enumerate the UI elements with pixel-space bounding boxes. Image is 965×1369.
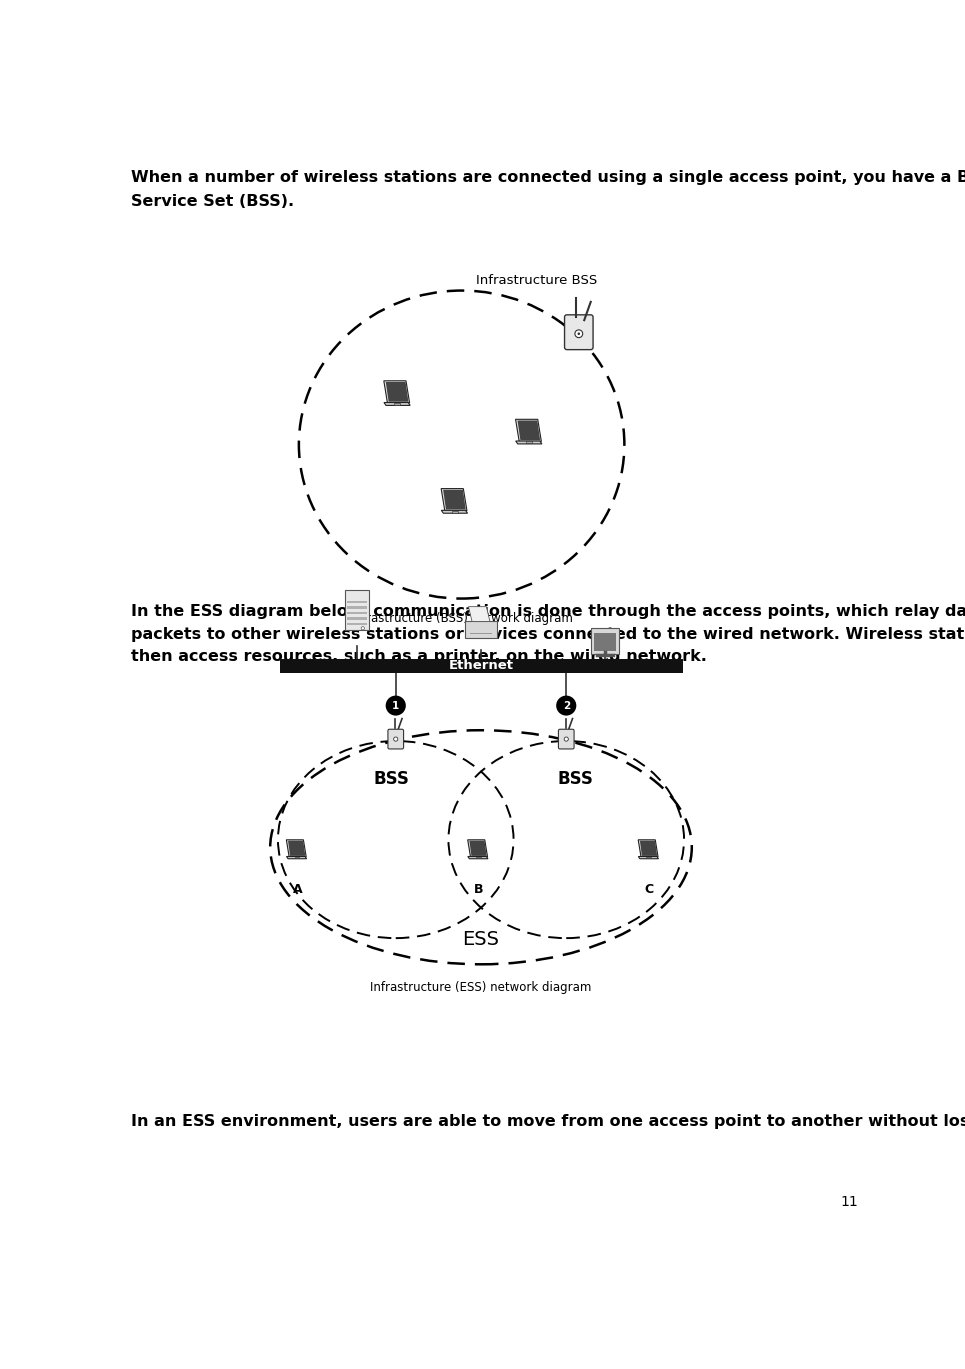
Text: ESS: ESS xyxy=(462,930,500,949)
Bar xyxy=(347,623,367,626)
Text: then access resources, such as a printer, on the wired network.: then access resources, such as a printer… xyxy=(130,649,706,664)
Polygon shape xyxy=(638,857,658,858)
FancyBboxPatch shape xyxy=(647,857,651,858)
FancyBboxPatch shape xyxy=(294,857,299,858)
Text: B: B xyxy=(474,883,483,895)
FancyBboxPatch shape xyxy=(452,511,457,512)
Polygon shape xyxy=(517,420,540,441)
Circle shape xyxy=(361,627,365,630)
FancyBboxPatch shape xyxy=(591,628,620,654)
Text: A: A xyxy=(292,883,302,895)
Bar xyxy=(593,632,617,650)
FancyBboxPatch shape xyxy=(345,590,369,630)
Polygon shape xyxy=(386,382,408,401)
Polygon shape xyxy=(640,841,657,856)
Text: Ethernet: Ethernet xyxy=(449,660,513,672)
Polygon shape xyxy=(441,511,467,513)
Text: BSS: BSS xyxy=(373,769,410,787)
Text: Infrastructure (ESS) network diagram: Infrastructure (ESS) network diagram xyxy=(371,982,592,994)
Polygon shape xyxy=(443,490,466,509)
Polygon shape xyxy=(515,419,541,441)
Text: packets to other wireless stations or devices connected to the wired network. Wi: packets to other wireless stations or de… xyxy=(130,627,965,642)
FancyBboxPatch shape xyxy=(388,730,403,749)
Polygon shape xyxy=(468,857,488,858)
Text: Infrastructure BSS: Infrastructure BSS xyxy=(476,274,596,286)
Polygon shape xyxy=(289,841,305,856)
Polygon shape xyxy=(468,839,487,857)
Text: C: C xyxy=(645,883,653,895)
Bar xyxy=(347,612,367,615)
FancyBboxPatch shape xyxy=(559,730,574,749)
Circle shape xyxy=(556,695,576,716)
Text: 1: 1 xyxy=(392,701,400,711)
Polygon shape xyxy=(287,839,306,857)
Polygon shape xyxy=(287,857,307,858)
Bar xyxy=(347,606,367,609)
Bar xyxy=(347,601,367,604)
Circle shape xyxy=(565,737,568,741)
Bar xyxy=(280,658,682,674)
FancyBboxPatch shape xyxy=(395,402,400,405)
Text: 2: 2 xyxy=(563,701,570,711)
FancyBboxPatch shape xyxy=(565,315,593,349)
Polygon shape xyxy=(468,606,490,622)
FancyBboxPatch shape xyxy=(526,441,533,444)
Polygon shape xyxy=(384,402,410,405)
Circle shape xyxy=(394,737,398,741)
Text: In an ESS environment, users are able to move from one access point to another w: In an ESS environment, users are able to… xyxy=(130,1114,965,1129)
Text: Service Set (BSS).: Service Set (BSS). xyxy=(130,193,293,208)
FancyBboxPatch shape xyxy=(476,857,481,858)
Polygon shape xyxy=(469,841,486,856)
Bar xyxy=(347,617,367,620)
Text: BSS: BSS xyxy=(558,769,593,787)
Polygon shape xyxy=(515,441,542,444)
Circle shape xyxy=(575,330,583,338)
Text: Infrastructure (BSS) network diagram: Infrastructure (BSS) network diagram xyxy=(350,612,572,626)
Polygon shape xyxy=(384,381,409,402)
FancyBboxPatch shape xyxy=(465,622,497,638)
Bar xyxy=(470,632,492,634)
Polygon shape xyxy=(441,489,467,511)
Circle shape xyxy=(386,695,406,716)
Text: When a number of wireless stations are connected using a single access point, yo: When a number of wireless stations are c… xyxy=(130,170,965,185)
Polygon shape xyxy=(638,839,658,857)
Circle shape xyxy=(577,333,580,335)
Text: In the ESS diagram below, communication is done through the access points, which: In the ESS diagram below, communication … xyxy=(130,604,965,619)
Text: 11: 11 xyxy=(841,1195,859,1209)
